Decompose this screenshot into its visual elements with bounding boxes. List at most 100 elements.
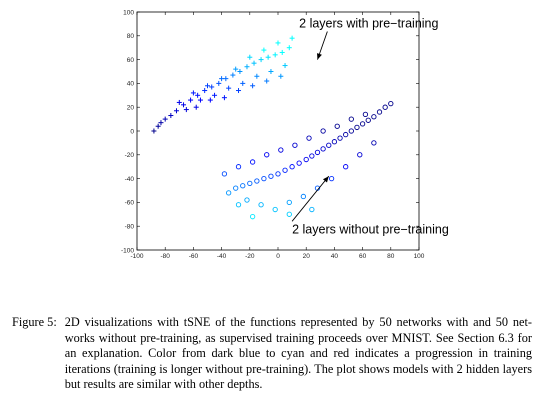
circle-marker [235, 164, 242, 170]
circle-marker [359, 121, 366, 127]
plus-marker [195, 92, 201, 98]
y-tick-label: -100 [121, 247, 134, 254]
plus-marker [181, 102, 187, 108]
annotation-arrow-line [291, 175, 330, 222]
axis-ticks: -100 -80 -60 -40 -20 0 20 40 60 80 100 100 80 60 40 20 0… [121, 9, 425, 260]
plus-marker [151, 128, 157, 134]
circle-marker [309, 206, 315, 213]
circle-marker [328, 175, 335, 182]
x-tick-label: -100 [130, 253, 143, 260]
plus-marker [244, 64, 250, 70]
tsne-scatter-plot: -100 -80 -60 -40 -20 0 20 40 60 80 100 100 80 60 40 20 0… [121, 9, 449, 260]
plus-marker [205, 83, 210, 89]
y-tick-label: -40 [125, 176, 135, 183]
circle-marker [233, 185, 239, 191]
plus-marker [247, 54, 253, 60]
plus-marker [268, 69, 274, 74]
circle-marker [286, 211, 292, 217]
x-tick-label: -20 [245, 253, 255, 260]
circle-marker [272, 206, 278, 213]
plus-marker [286, 45, 292, 51]
annotation-label: 2 layers with pre−training [299, 16, 438, 30]
circle-marker [240, 183, 246, 189]
plus-marker [223, 76, 229, 82]
circle-marker [309, 153, 315, 159]
annotation-arrow-head [317, 53, 322, 60]
circle-marker [292, 142, 298, 148]
y-tick-label: 40 [127, 81, 135, 88]
y-tick-label: 20 [127, 105, 135, 112]
plus-marker [216, 80, 222, 86]
plus-marker [193, 104, 199, 110]
circle-marker [258, 202, 264, 208]
plus-marker [258, 57, 264, 63]
annotation-arrow-head [322, 176, 329, 183]
y-tick-label: -60 [125, 200, 135, 207]
x-tick-label: 0 [276, 253, 280, 260]
circle-marker [326, 142, 332, 148]
circle-marker [365, 117, 371, 123]
circle-marker [278, 147, 284, 153]
circle-marker [282, 167, 288, 173]
circle-marker [303, 156, 309, 163]
circle-marker [357, 152, 363, 158]
y-tick-label: 80 [127, 33, 135, 40]
circle-marker [320, 146, 326, 152]
circle-marker [314, 149, 321, 156]
caption-label: Figure 5: [12, 315, 57, 329]
plus-marker [251, 60, 257, 66]
plus-marker [176, 99, 182, 105]
circle-marker [300, 193, 307, 200]
circle-marker [225, 190, 232, 196]
circle-marker [376, 109, 383, 115]
circle-marker [261, 175, 267, 182]
circle-marker [343, 164, 349, 170]
plus-marker [212, 92, 218, 98]
circle-marker [320, 128, 326, 134]
circle-marker [275, 171, 281, 177]
circle-marker [296, 160, 302, 166]
plus-marker [202, 88, 208, 94]
circle-marker [289, 164, 295, 170]
plus-marker [226, 85, 232, 91]
plot-frame [136, 11, 420, 251]
circle-marker [331, 139, 338, 145]
circle-marker [354, 124, 360, 131]
circle-marker [348, 116, 354, 122]
circle-marker [249, 214, 256, 220]
plus-marker [261, 47, 267, 53]
plus-marker [183, 107, 189, 113]
plus-marker [190, 90, 196, 96]
plus-marker [236, 88, 242, 94]
plus-marker [240, 80, 246, 86]
circle-marker [244, 197, 250, 203]
figure-plot: -100 -80 -60 -40 -20 0 20 40 60 80 100 100 80 60 40 20 0… [121, 9, 449, 260]
plus-marker [209, 84, 215, 90]
plus-marker [162, 116, 168, 122]
circle-marker [221, 171, 228, 177]
plus-marker [221, 95, 227, 101]
plus-marker [168, 113, 174, 119]
plus-marker [155, 123, 161, 129]
circle-marker [235, 202, 242, 208]
plus-marker [279, 49, 285, 55]
figure-caption: Figure 5: 2D visualizations with tSNE of… [12, 315, 532, 393]
plus-marker [188, 97, 194, 103]
x-tick-label: 100 [414, 253, 425, 260]
y-tick-label: 0 [130, 128, 134, 135]
plus-marker [233, 66, 239, 72]
plus-marker [219, 76, 225, 82]
circle-marker [371, 140, 377, 146]
annotations: 2 layers with pre−training 2 layers witho… [291, 16, 449, 236]
x-tick-label: -80 [160, 253, 170, 260]
circle-marker [264, 152, 270, 158]
plus-marker [254, 73, 260, 79]
circle-marker [371, 114, 377, 120]
circle-marker [388, 100, 394, 107]
plus-marker [250, 83, 256, 89]
annotation-label: 2 layers without pre−training [292, 222, 449, 236]
plus-marker [173, 108, 179, 114]
circle-marker [337, 135, 343, 141]
circle-marker [362, 111, 369, 117]
x-tick-label: 60 [359, 253, 367, 260]
